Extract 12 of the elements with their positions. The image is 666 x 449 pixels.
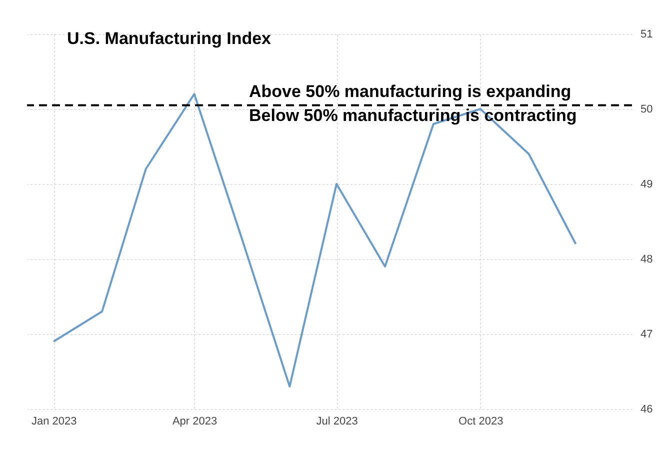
x-tick-label: Jul 2023 [316,416,358,428]
y-tick-label: 50 [640,104,653,116]
y-tick-label: 49 [640,178,653,190]
x-tick-label: Oct 2023 [458,416,504,428]
y-tick-label: 47 [640,328,653,340]
annotation: Above 50% manufacturing is expanding [249,82,572,101]
y-tick-label: 48 [640,254,653,266]
y-tick-label: 46 [640,404,653,416]
chart-title: U.S. Manufacturing Index [67,29,272,48]
x-tick-label: Apr 2023 [172,416,218,428]
x-tick-label: Jan 2023 [31,416,77,428]
y-tick-label: 51 [640,28,653,40]
